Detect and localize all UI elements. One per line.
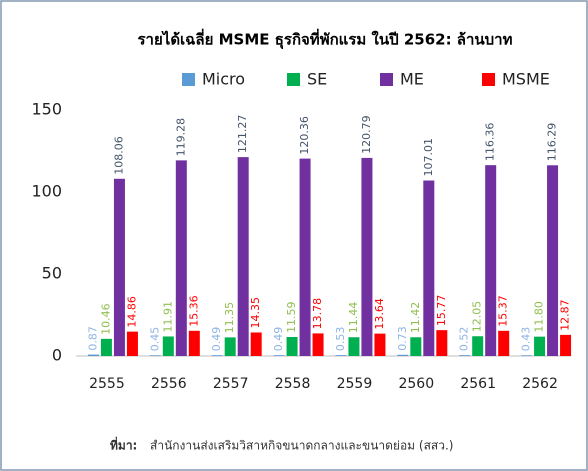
bar bbox=[188, 330, 200, 356]
legend-label: MSME bbox=[502, 70, 550, 89]
bar bbox=[126, 331, 138, 356]
bar bbox=[335, 355, 347, 356]
bar bbox=[250, 332, 262, 356]
legend-swatch bbox=[380, 73, 393, 86]
bar bbox=[273, 355, 285, 356]
bar bbox=[237, 157, 249, 356]
y-tick-label: 0 bbox=[52, 346, 62, 365]
bar bbox=[162, 336, 174, 356]
legend-swatch bbox=[182, 73, 195, 86]
x-tick-label: 2555 bbox=[89, 376, 125, 392]
value-label: 0.49 bbox=[210, 327, 223, 352]
value-label: 11.80 bbox=[533, 301, 546, 333]
bar bbox=[485, 165, 497, 356]
value-label: 14.35 bbox=[249, 297, 262, 329]
chart-title: รายได้เฉลี่ย MSME ธุรกิจที่พักแรม ในปี 2… bbox=[138, 29, 513, 50]
legend-label: SE bbox=[307, 70, 327, 89]
value-label: 108.06 bbox=[112, 136, 125, 175]
value-label: 10.46 bbox=[99, 303, 112, 335]
y-tick-label: 50 bbox=[42, 264, 62, 283]
bar bbox=[299, 158, 311, 356]
x-tick-label: 2561 bbox=[460, 376, 496, 392]
bar bbox=[87, 354, 99, 356]
x-tick-label: 2556 bbox=[151, 376, 187, 392]
bar bbox=[113, 178, 125, 356]
value-label: 107.01 bbox=[422, 138, 435, 177]
value-label: 13.64 bbox=[373, 298, 386, 330]
value-label: 120.79 bbox=[360, 115, 373, 154]
bar bbox=[286, 336, 298, 356]
value-label: 0.73 bbox=[396, 326, 409, 351]
value-label: 11.35 bbox=[223, 302, 236, 334]
source: สำนักงานส่งเสริมวิสาหกิจขนาดกลางและขนาดย… bbox=[150, 439, 453, 453]
value-label: 11.91 bbox=[161, 301, 174, 333]
x-tick-label: 2557 bbox=[213, 376, 249, 392]
value-label: 15.37 bbox=[497, 295, 510, 327]
value-label: 119.28 bbox=[174, 118, 187, 157]
bar bbox=[348, 337, 360, 356]
bar bbox=[312, 333, 324, 356]
bar bbox=[459, 355, 471, 356]
bar bbox=[211, 355, 223, 356]
value-label: 13.78 bbox=[311, 298, 324, 330]
value-label: 11.59 bbox=[285, 301, 298, 333]
value-label: 116.36 bbox=[484, 123, 497, 162]
bar bbox=[423, 180, 435, 356]
bar bbox=[498, 330, 510, 356]
legend-swatch bbox=[287, 73, 300, 86]
legend-swatch bbox=[482, 73, 495, 86]
bar bbox=[361, 157, 373, 356]
bar bbox=[149, 355, 161, 356]
source-label: ที่มา: bbox=[110, 437, 137, 453]
value-label: 11.44 bbox=[347, 302, 360, 334]
bar bbox=[175, 160, 187, 356]
bar bbox=[534, 336, 546, 356]
value-label: 14.86 bbox=[125, 296, 138, 328]
bar bbox=[224, 337, 236, 356]
value-label: 0.43 bbox=[520, 327, 533, 352]
legend-label: ME bbox=[400, 70, 424, 89]
bar bbox=[374, 333, 386, 356]
bar bbox=[547, 165, 559, 356]
bar bbox=[472, 336, 484, 356]
value-label: 0.53 bbox=[334, 327, 347, 352]
x-tick-label: 2560 bbox=[398, 376, 434, 392]
value-label: 15.36 bbox=[187, 295, 200, 327]
value-label: 0.49 bbox=[272, 327, 285, 352]
bar bbox=[397, 354, 409, 356]
value-label: 121.27 bbox=[236, 115, 249, 154]
bar bbox=[436, 330, 448, 356]
bar bbox=[100, 338, 112, 356]
y-tick-label: 100 bbox=[31, 182, 62, 201]
legend-label: Micro bbox=[202, 70, 245, 89]
value-label: 116.29 bbox=[546, 123, 559, 162]
value-label: 0.45 bbox=[148, 327, 161, 352]
value-label: 15.77 bbox=[435, 295, 448, 327]
value-label: 0.87 bbox=[86, 326, 99, 351]
value-label: 0.52 bbox=[458, 327, 471, 352]
value-label: 12.87 bbox=[559, 299, 572, 331]
bar bbox=[560, 334, 572, 356]
value-label: 12.05 bbox=[471, 301, 484, 333]
value-label: 11.42 bbox=[409, 302, 422, 334]
bar bbox=[521, 355, 533, 356]
value-label: 120.36 bbox=[298, 116, 311, 155]
bar bbox=[410, 337, 422, 356]
x-tick-label: 2558 bbox=[275, 376, 311, 392]
y-tick-label: 150 bbox=[31, 100, 62, 119]
x-tick-label: 2562 bbox=[522, 376, 558, 392]
x-tick-label: 2559 bbox=[337, 376, 373, 392]
